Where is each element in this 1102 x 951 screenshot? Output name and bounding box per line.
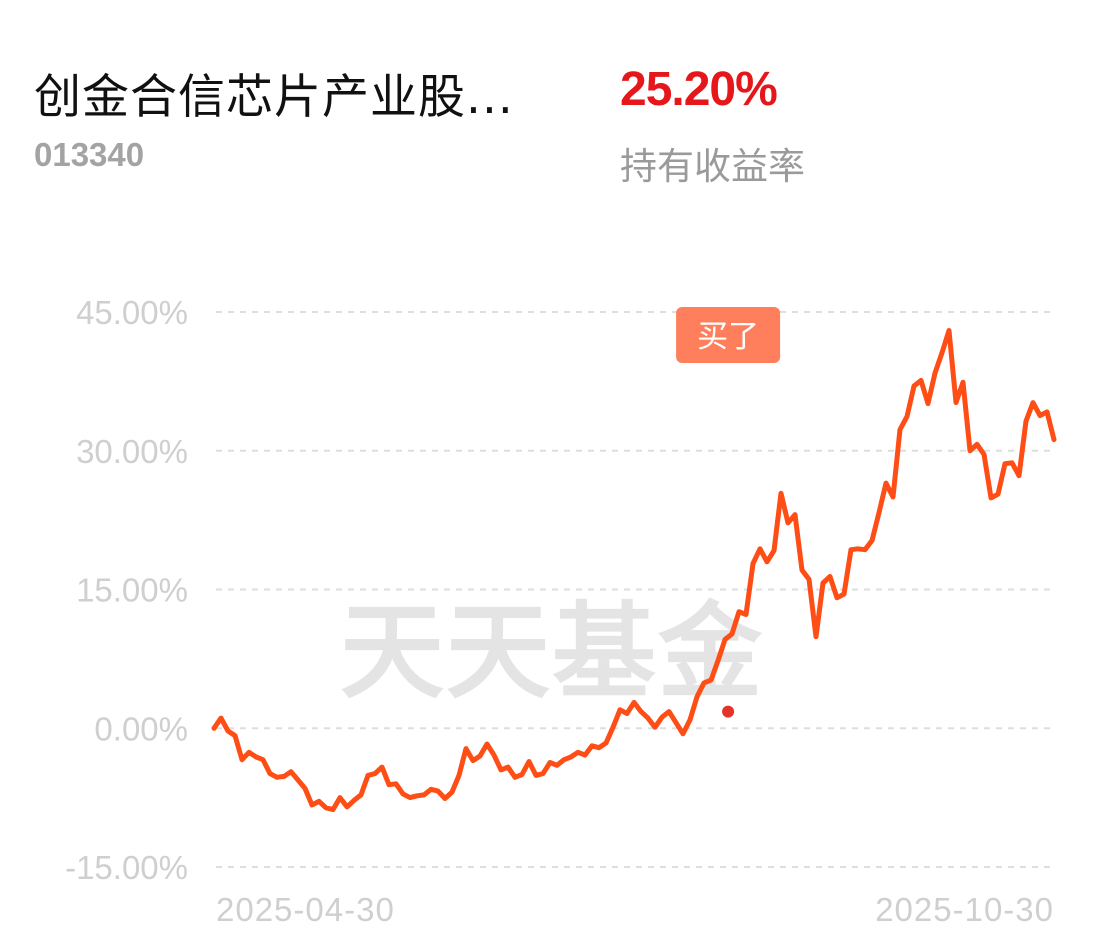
y-tick-label: 0.00%	[94, 710, 188, 747]
buy-marker[interactable]: 买了	[676, 307, 781, 860]
y-tick-label: 45.00%	[76, 294, 188, 331]
x-axis-labels: 2025-04-30 2025-10-30	[216, 891, 1054, 928]
buy-point-layer	[720, 703, 737, 720]
y-axis-labels: 45.00% 30.00% 15.00% 0.00% -15.00%	[65, 294, 188, 886]
y-tick-label: 30.00%	[76, 433, 188, 470]
y-tick-label: 15.00%	[76, 572, 188, 609]
x-tick-label-start: 2025-04-30	[216, 891, 395, 928]
x-tick-label-end: 2025-10-30	[875, 891, 1054, 928]
return-series-line	[211, 328, 1057, 813]
fund-code: 013340	[34, 136, 145, 173]
buy-marker-badge[interactable]	[676, 307, 781, 363]
watermark: 天天基金	[340, 590, 764, 713]
fund-name: 创金合信芯片产业股...	[34, 70, 514, 125]
gridlines	[216, 311, 1052, 868]
series-layer	[211, 328, 1057, 813]
holding-return-label: 持有收益率	[620, 145, 805, 188]
holding-return-value: 25.20%	[620, 63, 778, 116]
buy-point-dot	[720, 703, 737, 720]
buy-marker-label: 买了	[697, 319, 759, 355]
y-tick-label: -15.00%	[65, 849, 188, 886]
